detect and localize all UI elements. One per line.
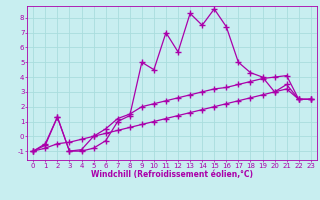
X-axis label: Windchill (Refroidissement éolien,°C): Windchill (Refroidissement éolien,°C) [91,170,253,179]
